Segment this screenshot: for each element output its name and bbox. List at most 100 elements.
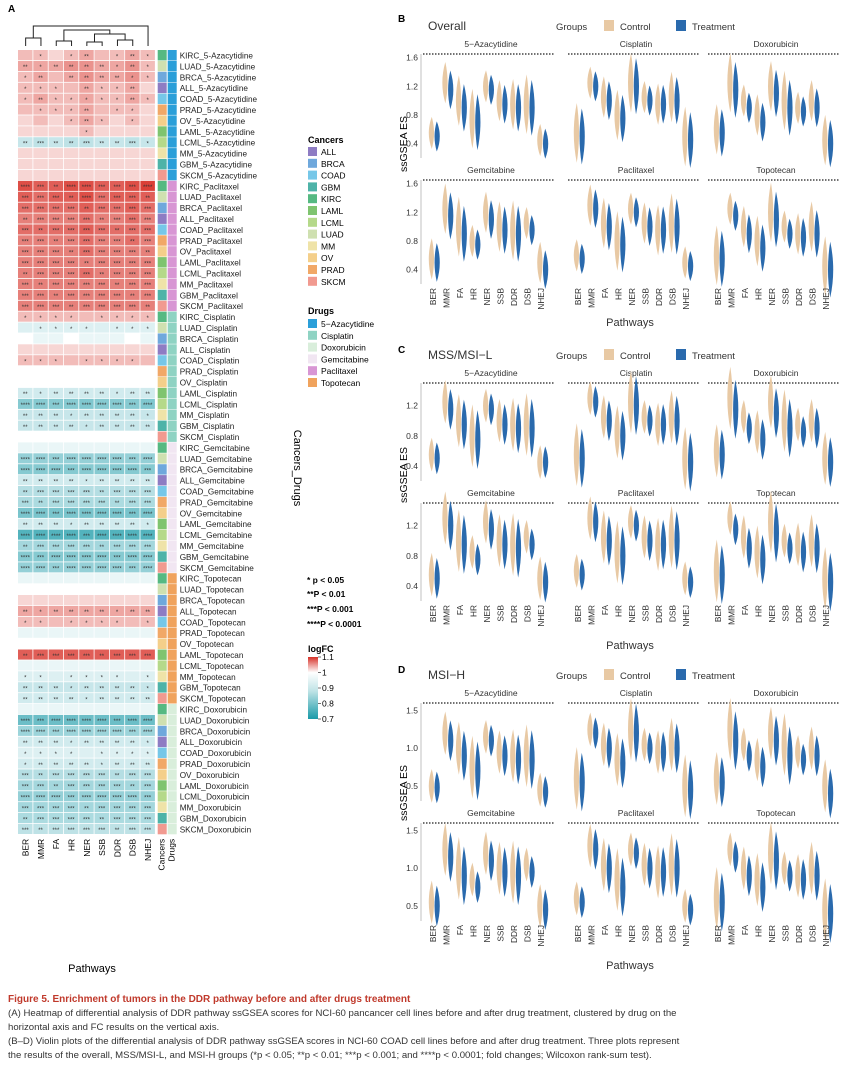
significance-stars: *** xyxy=(83,490,91,496)
heatmap-cell xyxy=(125,442,140,453)
significance-stars: *** xyxy=(22,229,30,235)
drug-annotation-cell xyxy=(167,573,177,584)
significance-stars: *** xyxy=(22,240,30,246)
heatmap-cell xyxy=(140,191,155,202)
significance-stars: **** xyxy=(112,534,122,540)
heatmap-cell xyxy=(48,137,64,148)
legend-swatch xyxy=(308,253,317,263)
cancer-annotation-cell xyxy=(157,398,167,410)
significance-stars: ** xyxy=(54,414,59,420)
heatmap-cell xyxy=(125,300,140,311)
drug-annotation-cell xyxy=(167,540,177,551)
significance-stars: * xyxy=(70,316,73,322)
x-tick-label: DSB xyxy=(523,288,533,306)
heatmap-cell xyxy=(94,366,109,377)
heatmap-cell xyxy=(33,377,48,388)
facet-title: Cisplatin xyxy=(620,368,653,378)
heatmap-cell xyxy=(94,496,109,507)
heatmap-cell xyxy=(94,823,109,834)
heatmap-cell xyxy=(94,137,109,148)
significance-stars: *** xyxy=(68,785,76,791)
heatmap-cell xyxy=(79,60,94,71)
significance-stars: *** xyxy=(114,785,122,791)
significance-stars: **** xyxy=(112,458,122,464)
heatmap-cell xyxy=(109,366,125,377)
heatmap-cell xyxy=(140,573,155,584)
violin-treatment xyxy=(448,832,454,882)
cancer-annotation-cell xyxy=(157,605,167,617)
significance-stars: *** xyxy=(68,207,76,213)
heatmap-cell xyxy=(125,464,140,475)
violin-treatment xyxy=(434,558,440,599)
x-tick-label: BER xyxy=(573,605,583,622)
row-label: LCML_Topotecan xyxy=(180,662,245,671)
significance-stars: * xyxy=(24,98,27,104)
heatmap-cell xyxy=(33,704,48,715)
violin-treatment xyxy=(674,198,680,255)
significance-stars: *** xyxy=(52,207,60,213)
violin-control xyxy=(587,823,593,868)
significance-stars: *** xyxy=(114,719,122,725)
heatmap-cell xyxy=(140,398,155,409)
heatmap-cell xyxy=(109,464,125,475)
heatmap-cell xyxy=(18,104,33,115)
cancer-annotation-cell xyxy=(157,486,167,497)
heatmap-cell xyxy=(140,704,155,715)
significance-stars: *** xyxy=(68,817,76,823)
heatmap-cell xyxy=(94,758,109,769)
violin-control xyxy=(483,500,489,544)
heatmap-cell xyxy=(48,529,64,540)
significance-stars: * xyxy=(131,120,134,126)
heatmap-cell xyxy=(140,823,155,834)
heatmap-cell xyxy=(18,50,33,61)
heatmap-cell xyxy=(109,377,125,388)
cancer-annotation-cell xyxy=(157,202,167,213)
legend-label: Control xyxy=(620,22,651,33)
heatmap-cell xyxy=(125,693,140,704)
row-label: LAML_Gemcitabine xyxy=(180,520,252,529)
significance-stars: *** xyxy=(37,240,45,246)
significance-stars: *** xyxy=(129,828,137,834)
heatmap-cell xyxy=(109,736,125,747)
legend-label: Gemcitabine xyxy=(321,354,369,364)
violin-treatment xyxy=(620,410,626,461)
drug-annotation-cell xyxy=(167,180,177,192)
heatmap-cell xyxy=(48,311,64,322)
y-tick-label: 0.8 xyxy=(406,110,418,120)
heatmap-cell xyxy=(33,562,48,573)
significance-stars: *** xyxy=(22,196,30,202)
heatmap-cell xyxy=(48,704,64,715)
x-tick-label: FA xyxy=(455,605,465,616)
heatmap-cell xyxy=(33,126,48,137)
heatmap-cell xyxy=(109,50,125,61)
x-tick-label: FA xyxy=(455,925,465,936)
significance-stars: ** xyxy=(54,523,59,529)
y-tick-label: 0.4 xyxy=(406,581,418,591)
heatmap-cell xyxy=(79,104,94,115)
x-tick-label: DDR xyxy=(509,288,519,306)
violin-treatment xyxy=(475,94,481,151)
heatmap-cell xyxy=(125,311,140,322)
significance-stars: *** xyxy=(83,305,91,311)
heatmap-cell xyxy=(94,551,109,562)
x-tick-label: DSB xyxy=(808,925,818,943)
significance-stars: * xyxy=(85,479,88,485)
row-label: KIRC_Doxorubicin xyxy=(180,706,248,715)
violin-control xyxy=(740,205,747,248)
heatmap-cell xyxy=(63,464,79,475)
heatmap-cell xyxy=(18,268,33,279)
violin-control xyxy=(523,520,529,554)
significance-stars: *** xyxy=(22,828,30,834)
significance-stars: * xyxy=(39,327,42,333)
x-tick-label: NHEJ xyxy=(536,925,546,947)
cancer-annotation-cell xyxy=(157,813,167,824)
heatmap-cell xyxy=(94,104,109,115)
significance-stars: ** xyxy=(115,479,120,485)
heatmap-cell xyxy=(109,475,125,486)
cancer-annotation-cell xyxy=(157,518,167,530)
significance-stars: *** xyxy=(114,251,122,257)
drug-annotation-cell xyxy=(167,104,177,115)
